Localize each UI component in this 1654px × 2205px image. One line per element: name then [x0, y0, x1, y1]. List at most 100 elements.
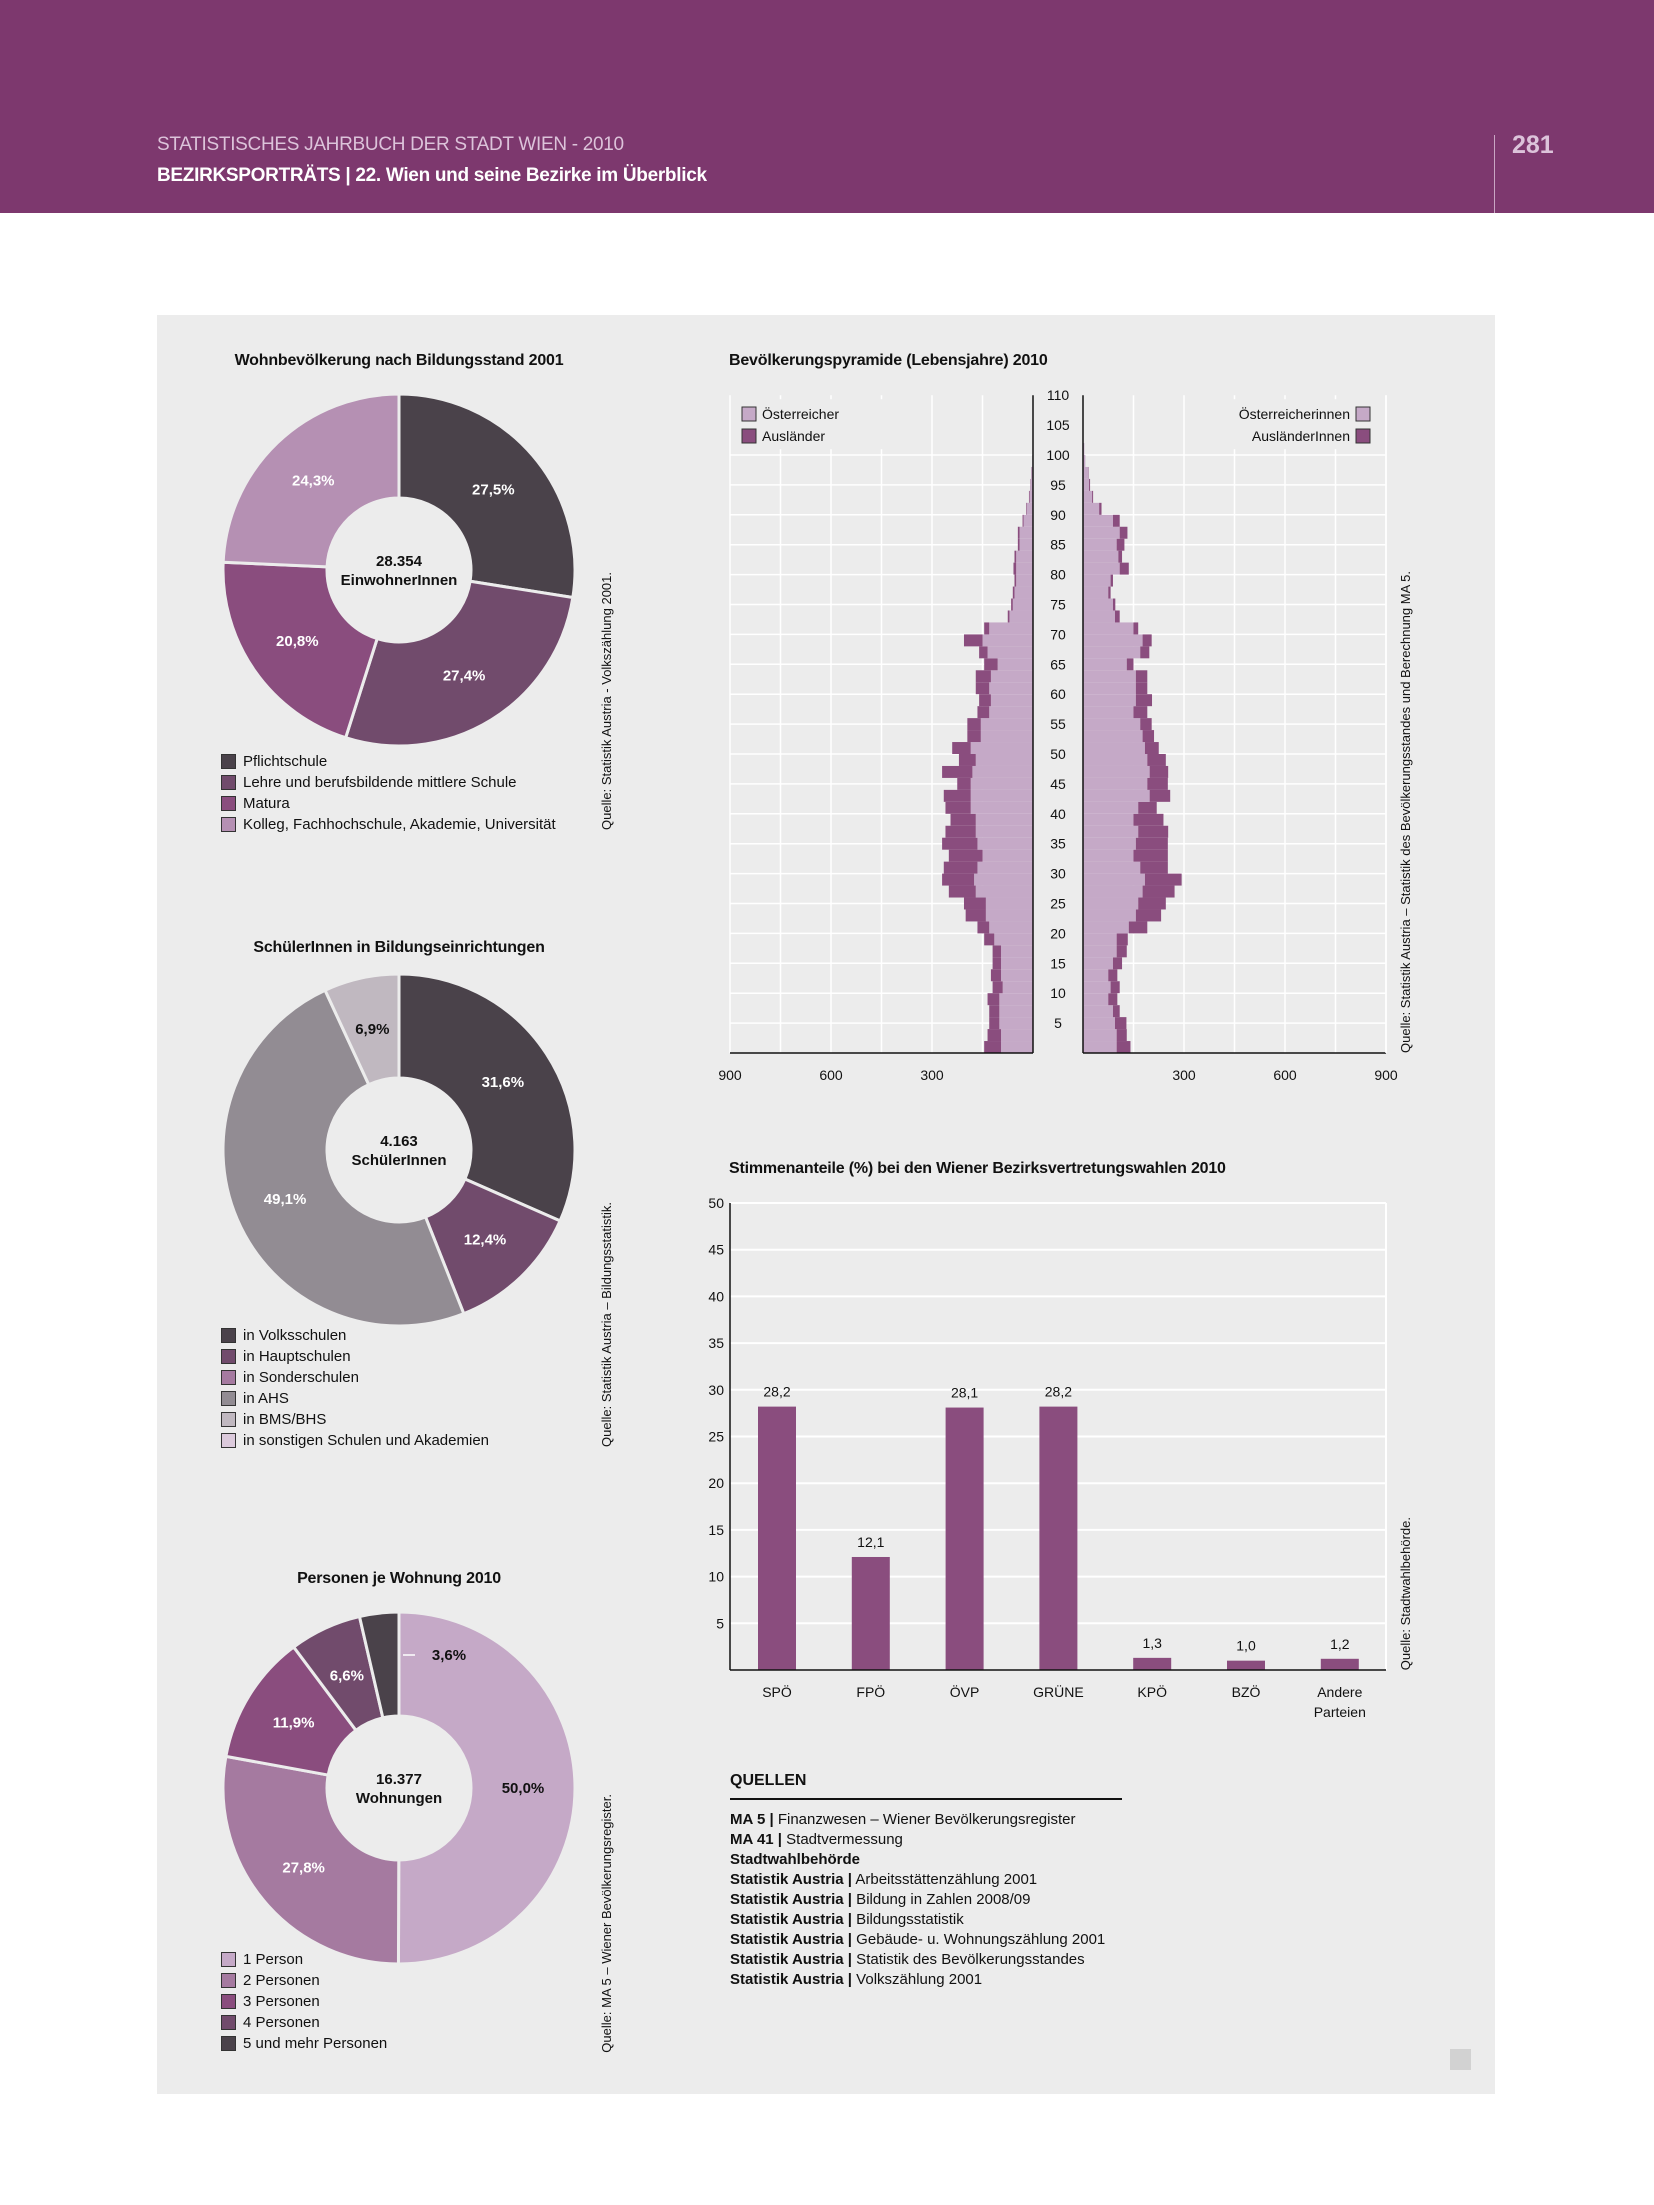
bar-female-foreign	[1118, 550, 1123, 563]
content-panel	[157, 315, 1495, 2094]
legend-label: Pflichtschule	[243, 753, 328, 770]
bar-male-foreign	[984, 622, 990, 635]
bar-male-austrian	[999, 993, 1033, 1006]
source-text: Bildung in Zahlen 2008/09	[852, 1891, 1031, 1908]
bar-male-austrian	[985, 909, 1033, 922]
bar-female-foreign	[1135, 837, 1168, 850]
pie-slice	[357, 1610, 401, 1720]
bar-male-austrian	[977, 861, 1033, 874]
bar-male-austrian	[990, 694, 1033, 707]
legend-label: in AHS	[243, 1390, 289, 1407]
bar-female-foreign	[1092, 490, 1094, 503]
bar-female-austrian	[1083, 730, 1143, 743]
bar-male-austrian	[1019, 538, 1033, 551]
bar-male-austrian	[975, 813, 1033, 826]
bar-male-foreign	[975, 682, 990, 695]
bar-female-austrian	[1083, 957, 1113, 970]
legend-label: Österreicherinnen	[1239, 405, 1350, 422]
pie-slice	[323, 972, 401, 1087]
source-text: Arbeitsstättenzählung 2001	[852, 1871, 1038, 1888]
y-tick-label: 25	[708, 1429, 724, 1445]
source-note-personen-je-wohnung: Quelle: MA 5 – Wiener Bevölkerungsregist…	[599, 1794, 614, 2053]
bar-value-label: 12,1	[857, 1534, 884, 1550]
source-text: Gebäude- u. Wohnungszählung 2001	[852, 1931, 1106, 1948]
bar-male-austrian	[980, 730, 1033, 743]
source-text: Bildungsstatistik	[852, 1911, 964, 1928]
category-label: BZÖ	[1232, 1683, 1261, 1700]
bar-female-austrian	[1083, 861, 1141, 874]
bar-male-foreign	[958, 754, 976, 766]
bar-female-austrian	[1083, 658, 1127, 671]
bar-male-austrian	[980, 718, 1033, 731]
source-org: Statistik Austria |	[730, 1971, 853, 1988]
bar-male-foreign	[987, 1029, 1002, 1042]
legend-label: Österreicher	[762, 405, 839, 422]
source-org: Statistik Austria |	[730, 1951, 853, 1968]
sources-title: QUELLEN	[730, 1772, 807, 1789]
legend-item: in BMS/BHS	[221, 1409, 489, 1430]
bar-male-foreign	[984, 933, 995, 946]
legend-label: Lehre und berufsbildende mittlere Schule	[243, 774, 517, 791]
legend-item: in Hauptschulen	[221, 1346, 489, 1367]
bar-female-foreign	[1116, 538, 1125, 551]
bar-female-foreign	[1110, 574, 1113, 587]
bar-male-austrian	[1030, 478, 1033, 491]
bar-male-austrian	[975, 754, 1033, 766]
bar-female-austrian	[1083, 586, 1109, 599]
bar-male-austrian	[999, 1017, 1033, 1030]
bar-female-foreign	[1144, 873, 1182, 886]
bar-female-foreign	[1135, 682, 1148, 695]
bar-male-austrian	[1014, 586, 1033, 599]
bar-3	[945, 1407, 984, 1670]
bar-female-austrian	[1083, 837, 1136, 850]
age-tick-label: 75	[1050, 597, 1066, 613]
bar-male-austrian	[1001, 1041, 1033, 1053]
bar-male-foreign	[979, 694, 991, 707]
category-label: SPÖ	[762, 1683, 792, 1700]
bar-male-austrian	[1001, 945, 1033, 958]
x-tick-label-right: 300	[1172, 1067, 1196, 1083]
age-tick-label: 45	[1050, 776, 1066, 792]
bar-male-austrian	[975, 825, 1033, 838]
bar-female-foreign	[1138, 801, 1157, 814]
legend-bildungsstand: Pflichtschule Lehre und berufsbildende mi…	[221, 751, 556, 835]
bar-male-austrian	[970, 777, 1033, 790]
category-label: Parteien	[1314, 1704, 1366, 1720]
source-item: Statistik Austria | Volkszählung 2001	[730, 1970, 1130, 1990]
bar-male-foreign	[952, 742, 971, 754]
chart-title-wahlen: Stimmenanteile (%) bei den Wiener Bezirk…	[729, 1160, 1226, 1177]
bar-female-austrian	[1083, 502, 1100, 515]
bar-male-foreign	[942, 765, 973, 778]
bar-male-foreign	[942, 873, 975, 886]
bar-female-foreign	[1112, 598, 1116, 611]
age-tick-label: 50	[1050, 746, 1066, 762]
bar-4	[1039, 1406, 1078, 1670]
legend-swatch	[221, 1349, 236, 1364]
bar-female-austrian	[1083, 682, 1136, 695]
bar-female-foreign	[1140, 646, 1150, 659]
bar-female-austrian	[1083, 1041, 1117, 1053]
legend-label: in BMS/BHS	[243, 1411, 327, 1428]
legend-label: Matura	[243, 795, 290, 812]
legend-item: 4 Personen	[221, 2012, 387, 2033]
bar-female-foreign	[1149, 789, 1171, 802]
center-label: EinwohnerInnen	[341, 572, 458, 589]
age-tick-label: 85	[1050, 537, 1066, 553]
legend-swatch	[221, 1328, 236, 1343]
bar-male-austrian	[977, 837, 1033, 850]
bar-female-foreign	[1099, 502, 1102, 515]
legend-background	[734, 399, 884, 450]
bar-female-austrian	[1083, 694, 1136, 707]
bar-1	[758, 1406, 796, 1670]
source-note-schuelerinnen: Quelle: Statistik Austria – Bildungsstat…	[599, 1202, 614, 1447]
donut-chart-bildungsstand: 27,5% 27,4% 20,8% 24,3% 28.354 EinwohnerInnen	[221, 392, 577, 748]
bar-female-austrian	[1083, 981, 1111, 994]
bar-female-austrian	[1083, 742, 1145, 754]
y-tick-label: 20	[708, 1475, 724, 1491]
bar-female-foreign	[1135, 694, 1153, 707]
source-item: Statistik Austria | Arbeitsstättenzählun…	[730, 1870, 1130, 1890]
bar-female-austrian	[1083, 562, 1120, 575]
center-label: Wohnungen	[356, 1790, 442, 1807]
age-tick-label: 110	[1047, 387, 1070, 403]
bar-male-foreign	[984, 1041, 1002, 1053]
